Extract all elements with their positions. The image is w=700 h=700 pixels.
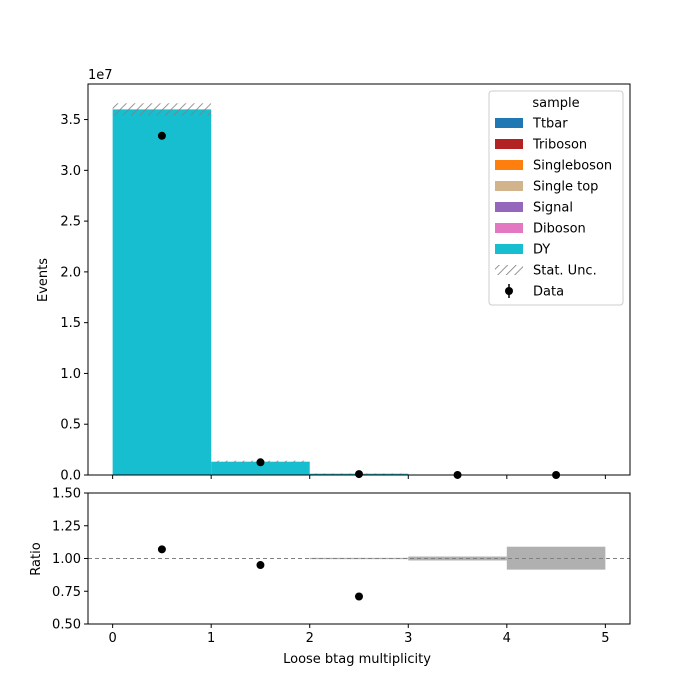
legend-label: Signal [533,201,573,216]
data-points [157,131,561,479]
legend-marker [505,287,513,295]
top-y-tick-label: 1.0 [60,367,81,382]
ratio-point-1 [256,561,265,570]
legend-title: sample [532,96,579,111]
bar-dy-bin-1 [211,461,310,475]
x-tick-label: 4 [503,631,511,646]
legend-swatch [495,181,523,191]
ratio-unc-band [309,546,606,570]
data-point-2 [355,470,363,479]
legend-entry-data: Data [505,284,564,300]
top-plot-frame [87,83,631,476]
ratio-y-tick-label: 1.50 [52,487,81,502]
ratio-band-bin-3 [408,556,507,561]
top-y-tick-label: 3.5 [60,113,81,128]
legend-label: Triboson [532,138,587,153]
top-y-tick-label: 1.5 [60,316,81,331]
x-axis-label: Loose btag multiplicity [283,652,431,667]
top-y-axis-label: Events [36,258,51,302]
legend-swatch [495,139,523,149]
ratio-y-tick-label: 0.75 [52,585,81,600]
top-y-tick-label: 2.0 [60,265,81,280]
ratio-y-axis-label: Ratio [29,542,44,575]
top-y-tick-label: 0.0 [60,469,81,484]
legend-swatch [495,118,523,128]
x-tick-label: 2 [306,631,314,646]
top-y-axis: 0.0 0.5 1.0 1.5 2.0 2.5 3.0 3.5 [60,113,88,484]
legend-entry-single-top: Single top [495,180,598,195]
legend-entry-triboson: Triboson [495,138,587,153]
data-point-1 [256,458,265,467]
legend-entry-stat-unc-: Stat. Unc. [495,264,597,279]
ratio-band-bin-4 [506,546,606,570]
legend-label: DY [533,243,550,258]
ratio-y-tick-label: 0.50 [52,618,81,633]
legend-label: Data [533,285,564,300]
legend-swatch [495,160,523,170]
data-point-0 [157,131,166,140]
legend-entry-diboson: Diboson [495,222,586,237]
legend-entry-singleboson: Singleboson [495,159,612,174]
top-x-ticks [112,475,606,479]
ratio-y-tick-label: 1.25 [52,519,81,534]
top-y-tick-label: 0.5 [60,418,81,433]
legend-label: Single top [533,180,598,195]
x-tick-label: 5 [601,631,609,646]
stat-unc-bin-0 [112,103,212,116]
top-y-tick-label: 2.5 [60,215,81,230]
ratio-points [157,545,363,601]
legend-label: Singleboson [533,159,612,174]
legend-swatch [495,244,523,254]
legend-entry-dy: DY [495,243,550,258]
legend-swatch [495,202,523,212]
legend-label: Stat. Unc. [533,264,597,279]
legend-label: Ttbar [532,117,568,132]
ratio-panel: 0.50 0.75 1.00 1.25 1.50 0 1 2 3 4 5 Ratio Loose … [29,487,631,667]
main-plot-panel: 0.0 0.5 1.0 1.5 2.0 2.5 3.0 3.5 1e7 Events [36,68,631,484]
y-scale-label: 1e7 [88,68,113,83]
x-tick-label: 3 [404,631,412,646]
top-y-tick-label: 3.0 [60,164,81,179]
ratio-point-2 [355,592,363,601]
legend-swatch [495,223,523,233]
legend: sample Ttbar Triboson Singleboson Single to… [488,90,624,306]
stacked-bars [112,109,606,475]
ratio-y-axis: 0.50 0.75 1.00 1.25 1.50 [52,487,88,633]
x-tick-label: 1 [207,631,215,646]
legend-entry-ttbar: Ttbar [495,117,568,132]
legend-entry-signal: Signal [495,201,573,216]
ratio-point-0 [157,545,166,554]
ratio-band-bin-2 [309,557,409,560]
legend-label: Diboson [533,222,586,237]
x-tick-label: 0 [108,631,116,646]
legend-swatch [495,265,523,275]
x-axis: 0 1 2 3 4 5 [108,624,610,646]
ratio-y-tick-label: 1.00 [52,552,81,567]
bar-dy-bin-0 [112,109,212,475]
